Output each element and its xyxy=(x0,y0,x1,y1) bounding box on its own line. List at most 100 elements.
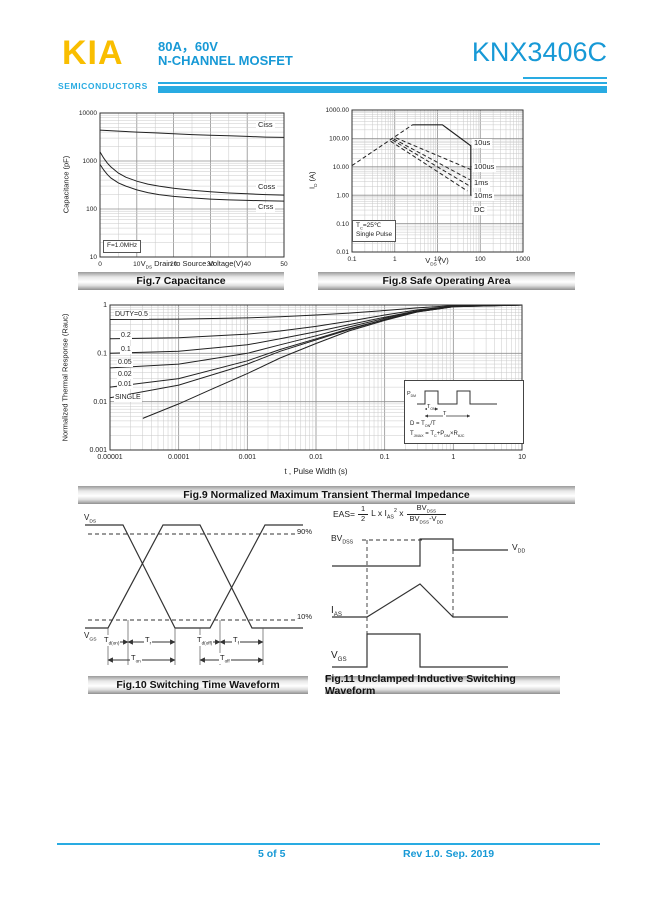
fig8-curve-label-10us: 10us xyxy=(472,138,493,148)
svg-text:20: 20 xyxy=(170,261,178,268)
uis-waveform-diagram xyxy=(332,538,508,668)
kia-logo-subtitle: SEMICONDUCTORS xyxy=(58,81,148,91)
fig7-y-axis-label: Capacitance (pF) xyxy=(61,155,71,214)
fig11-eas-formula: EAS= 1 2 L x IAS2 x BVDSS BVDSS-VDD xyxy=(333,504,447,525)
fig10-td-off-label: Td(off) xyxy=(196,635,214,646)
fig8-test-condition: TC=25℃ Single Pulse xyxy=(352,220,397,242)
footer-rule xyxy=(57,843,600,845)
fig10-vds-label: VDS xyxy=(84,513,97,525)
svg-text:0: 0 xyxy=(98,261,102,268)
fig11-eas-bv-num: BVDSS xyxy=(406,504,447,515)
fig8-test-condition-line2: Single Pulse xyxy=(356,230,393,238)
fig8-caption: Fig.8 Safe Operating Area xyxy=(318,272,575,290)
svg-text:1: 1 xyxy=(103,302,107,309)
fig10-tf-label: Tf xyxy=(232,635,240,646)
svg-text:0.0001: 0.0001 xyxy=(168,454,190,461)
fig9-caption: Fig.9 Normalized Maximum Transient Therm… xyxy=(78,486,575,504)
svg-text:1000: 1000 xyxy=(516,256,531,263)
fig10-toff-label: Toff xyxy=(219,653,231,664)
header-thick-rule xyxy=(158,86,607,93)
svg-text:30: 30 xyxy=(207,261,215,268)
fig11-caption: Fig.11 Unclamped Inductive Switching Wav… xyxy=(325,673,560,697)
fig9-inset-pulse-definition: PDM TON T D = TON/T TJMAX = TC+PDM×RθJC xyxy=(404,380,524,444)
fig7-curve-label-crss: Crss xyxy=(256,202,276,212)
svg-text:100: 100 xyxy=(475,256,486,263)
part-number: KNX3406C xyxy=(471,37,607,67)
kia-logo: KIA xyxy=(62,34,124,72)
svg-text:0.01: 0.01 xyxy=(336,249,349,256)
svg-text:100.00: 100.00 xyxy=(329,136,349,143)
fig10-caption: Fig.10 Switching Time Waveform xyxy=(88,676,308,694)
fig10-tr-label: Tr xyxy=(144,635,153,646)
fig9-inset-pdm-label: PDM xyxy=(407,391,416,399)
fig11-eas-half-den: 2 xyxy=(360,513,366,523)
svg-text:0.10: 0.10 xyxy=(336,221,349,228)
fig8-curve-label-dc: DC xyxy=(472,205,487,215)
fig8-x-axis-label: VDS (V) xyxy=(425,256,449,267)
svg-text:10: 10 xyxy=(518,454,526,461)
footer-page-number: 5 of 5 xyxy=(258,848,286,860)
fig7-test-condition: F=1.0MHz xyxy=(103,240,142,253)
svg-text:0.00001: 0.00001 xyxy=(97,454,122,461)
svg-text:10: 10 xyxy=(90,254,98,261)
fig8-test-condition-line1: TC=25℃ xyxy=(356,222,382,231)
footer-revision: Rev 1.0. Sep. 2019 xyxy=(403,848,495,860)
fig11-eas-lhs: EAS= xyxy=(333,509,355,520)
svg-text:0.001: 0.001 xyxy=(239,454,257,461)
fig7-curve-label-ciss: Ciss xyxy=(256,120,275,130)
soa-chart: 0.1 1 10 100 1000 0.01 0.10 1.00 10.00 100.00 1000… xyxy=(326,107,531,263)
fig11-eas-mid: L x IAS2 x xyxy=(371,507,404,521)
fig9-duty-label-005: 0.05 xyxy=(117,359,133,367)
svg-text:10: 10 xyxy=(434,256,442,263)
fig10-ton-label: Ton xyxy=(130,653,142,664)
fig11-ias-label: IAS xyxy=(331,605,343,618)
fig7-x-axis-label: VDS Drain to Source Voltage(V) xyxy=(140,259,244,270)
header-thin-rule xyxy=(158,82,607,84)
device-rating: 80A，60V xyxy=(158,39,218,54)
fig11-vgs-label: VGS xyxy=(331,650,347,663)
fig7-curve-label-coss: Coss xyxy=(256,182,278,192)
fig10-vgs-label: VGS xyxy=(84,631,97,643)
svg-text:10: 10 xyxy=(133,261,141,268)
fig9-duty-label-001: 0.01 xyxy=(117,381,133,389)
fig9-inset-tjmax-formula: TJMAX = TC+PDM×RθJC xyxy=(410,431,465,439)
fig11-vdd-label: VDD xyxy=(512,542,526,555)
svg-text:0.1: 0.1 xyxy=(347,256,356,263)
header-underline-part xyxy=(523,77,607,79)
fig9-inset-duty-formula: D = TON/T xyxy=(410,421,436,429)
fig9-duty-label-01: 0.1 xyxy=(120,346,132,354)
fig8-curve-label-1ms: 1ms xyxy=(472,178,491,188)
fig9-duty-label-05: DUTY=0.5 xyxy=(114,311,149,319)
fig8-y-axis-label: ID (A) xyxy=(307,171,319,190)
svg-text:1000: 1000 xyxy=(83,158,98,165)
fig9-duty-label-single: SINGLE xyxy=(114,394,142,402)
fig11-eas-half-fraction: 1 2 xyxy=(357,505,369,523)
svg-text:0.1: 0.1 xyxy=(97,351,107,358)
svg-text:1: 1 xyxy=(393,256,397,263)
fig9-inset-period-label: T xyxy=(443,411,447,417)
fig11-eas-bv-fraction: BVDSS BVDSS-VDD xyxy=(406,504,447,525)
svg-text:1: 1 xyxy=(451,454,455,461)
svg-text:1.00: 1.00 xyxy=(336,192,349,199)
fig9-y-axis-label: Normalized Thermal Response (Rauc) xyxy=(60,313,70,442)
fig9-inset-pulse-waveform xyxy=(417,390,497,418)
fig8-curve-label-100us: 100us xyxy=(472,162,497,172)
fig9-duty-label-002: 0.02 xyxy=(117,371,133,379)
device-type: N-CHANNEL MOSFET xyxy=(158,53,293,68)
svg-text:0.01: 0.01 xyxy=(93,399,107,406)
fig10-td-on-label: Td(on) xyxy=(103,635,121,646)
fig8-curve-label-10ms: 10ms xyxy=(472,191,495,201)
fig9-x-axis-label: t , Pulse Width (s) xyxy=(284,467,348,476)
svg-text:0.01: 0.01 xyxy=(309,454,323,461)
svg-text:40: 40 xyxy=(244,261,252,268)
switching-waveform-diagram xyxy=(85,524,303,665)
thermal-impedance-chart: 0.00001 0.0001 0.001 0.01 0.1 1 10 0.001 0.01 0.1… xyxy=(89,302,526,461)
fig10-90pct-label: 90% xyxy=(296,527,314,536)
svg-text:10000: 10000 xyxy=(79,110,97,117)
fig9-inset-ton-label: TON xyxy=(427,404,436,412)
fig11-eas-bv-den: BVDSS-VDD xyxy=(409,513,444,525)
svg-text:0.1: 0.1 xyxy=(380,454,390,461)
svg-text:100: 100 xyxy=(86,206,97,213)
